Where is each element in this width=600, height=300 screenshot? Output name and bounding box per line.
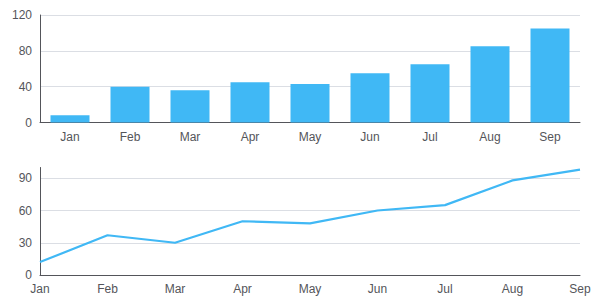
svg-text:Jul: Jul [422,130,437,144]
svg-text:90: 90 [19,171,33,185]
svg-text:Jul: Jul [437,282,452,296]
svg-text:Jan: Jan [60,130,79,144]
svg-text:Jun: Jun [368,282,387,296]
svg-text:Aug: Aug [479,130,500,144]
svg-text:30: 30 [19,236,33,250]
svg-text:60: 60 [19,204,33,218]
svg-text:80: 80 [19,44,33,58]
svg-text:Jun: Jun [360,130,379,144]
svg-text:Aug: Aug [502,282,523,296]
svg-text:0: 0 [25,268,32,282]
svg-text:Feb: Feb [97,282,118,296]
svg-text:Sep: Sep [539,130,561,144]
svg-text:40: 40 [19,80,33,94]
svg-text:Apr: Apr [233,282,252,296]
svg-text:Mar: Mar [180,130,201,144]
svg-text:120: 120 [12,8,32,22]
svg-text:0: 0 [25,116,32,130]
svg-text:May: May [299,282,322,296]
svg-text:Apr: Apr [241,130,260,144]
svg-text:Mar: Mar [165,282,186,296]
svg-text:May: May [299,130,322,144]
svg-text:Jan: Jan [30,282,49,296]
svg-text:Sep: Sep [569,282,591,296]
svg-text:Feb: Feb [120,130,141,144]
